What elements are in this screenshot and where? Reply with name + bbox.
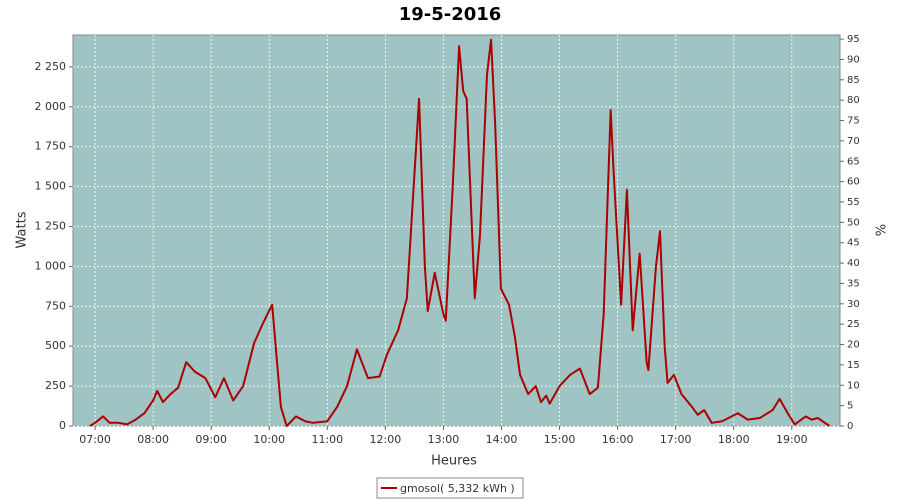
y-tick-label: 500 <box>45 339 66 352</box>
x-tick-label: 11:00 <box>311 433 343 446</box>
y2-tick-label: 50 <box>847 217 860 228</box>
y-tick-label: 0 <box>59 419 66 432</box>
y2-tick-label: 30 <box>847 299 860 310</box>
y2-tick-label: 15 <box>847 360 860 371</box>
x-tick-label: 15:00 <box>544 433 576 446</box>
y2-tick-label: 25 <box>847 319 860 330</box>
y-tick-label: 1 250 <box>35 220 67 233</box>
y-tick-label: 2 250 <box>35 60 67 73</box>
legend-box <box>376 477 524 499</box>
y-tick-label: 1 750 <box>35 140 67 153</box>
y-tick-label: 250 <box>45 379 66 392</box>
series-line <box>89 38 831 427</box>
x-tick-label: 09:00 <box>195 433 227 446</box>
x-tick-label: 12:00 <box>370 433 402 446</box>
y2-tick-label: 55 <box>847 197 860 208</box>
y2-tick-label: 0 <box>847 421 853 432</box>
y-tick-label: 1 000 <box>35 259 67 272</box>
y2-tick-label: 75 <box>847 116 860 127</box>
y2-tick-label: 20 <box>847 340 860 351</box>
y2-tick-label: 65 <box>847 156 860 167</box>
x-tick-label: 17:00 <box>660 433 692 446</box>
y2-tick-label: 95 <box>847 34 860 45</box>
y2-tick-label: 80 <box>847 95 860 106</box>
x-tick-label: 18:00 <box>718 433 750 446</box>
x-tick-label: 14:00 <box>486 433 518 446</box>
x-axis-title: Heures <box>431 454 477 469</box>
y-tick-label: 750 <box>45 299 66 312</box>
y2-tick-label: 5 <box>847 401 853 412</box>
x-tick-label: 13:00 <box>428 433 460 446</box>
y-axis-title: Watts <box>15 211 30 248</box>
x-tick-label: 08:00 <box>137 433 169 446</box>
y2-tick-label: 45 <box>847 238 860 249</box>
y2-tick-label: 40 <box>847 258 860 269</box>
x-tick-label: 07:00 <box>79 433 111 446</box>
y-tick-label: 1 500 <box>35 180 67 193</box>
y-tick-label: 2 000 <box>35 100 67 113</box>
y2-tick-label: 90 <box>847 54 860 65</box>
y2-tick-label: 10 <box>847 380 860 391</box>
x-tick-label: 16:00 <box>602 433 634 446</box>
legend-label: gmosol( 5,332 kWh ) <box>400 482 515 495</box>
chart-title: 19-5-2016 <box>399 4 502 25</box>
y2-tick-label: 70 <box>847 136 860 147</box>
y2-tick-label: 60 <box>847 177 860 188</box>
y2-tick-label: 35 <box>847 278 860 289</box>
x-tick-label: 10:00 <box>253 433 285 446</box>
y2-tick-label: 85 <box>847 75 860 86</box>
x-tick-label: 19:00 <box>776 433 808 446</box>
y2-axis-title: % <box>875 224 890 236</box>
